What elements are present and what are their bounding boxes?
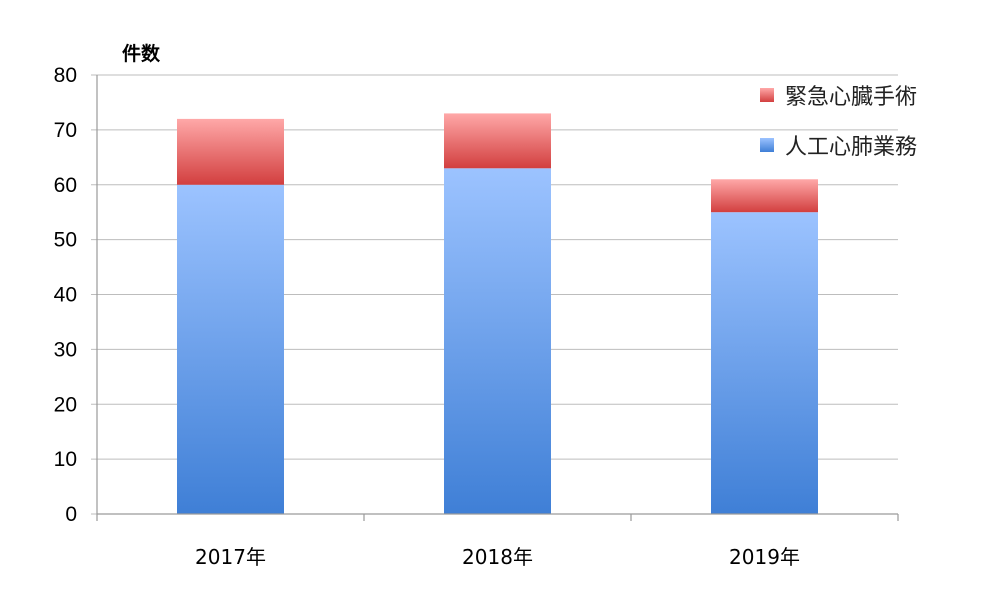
y-tick-label: 70	[54, 119, 77, 142]
x-tick-label: 2017年	[195, 545, 266, 569]
x-tick-label: 2019年	[729, 545, 800, 569]
bar-segment-emergency	[711, 179, 818, 213]
bar-segment-cpb	[444, 168, 551, 514]
y-tick-label: 60	[54, 174, 77, 197]
x-tick-labels: 2017年 2018年 2019年	[195, 545, 800, 569]
legend-label: 緊急心臓手術	[785, 85, 917, 110]
y-tick-label: 80	[54, 64, 77, 87]
y-tick-labels: 0 10 20 30 40 50 60 70 80	[54, 64, 77, 526]
legend-swatch	[760, 88, 774, 102]
y-tick-label: 20	[54, 393, 77, 416]
y-tick-label: 30	[54, 338, 77, 361]
y-axis-label: 件数	[122, 42, 161, 65]
bar-segment-cpb	[177, 184, 284, 514]
bar-segment-cpb	[711, 212, 818, 514]
bar-segment-emergency	[444, 113, 551, 169]
legend-label: 人工心肺業務	[785, 135, 917, 160]
bars	[177, 113, 818, 514]
y-tick-label: 50	[54, 229, 77, 252]
y-tick-label: 40	[54, 284, 77, 307]
y-tick-label: 0	[65, 503, 77, 526]
legend-swatch	[760, 138, 774, 152]
axes	[96, 75, 899, 521]
x-tick-label: 2018年	[462, 545, 533, 569]
bar-segment-emergency	[177, 118, 284, 185]
y-tick-label: 10	[54, 448, 77, 471]
